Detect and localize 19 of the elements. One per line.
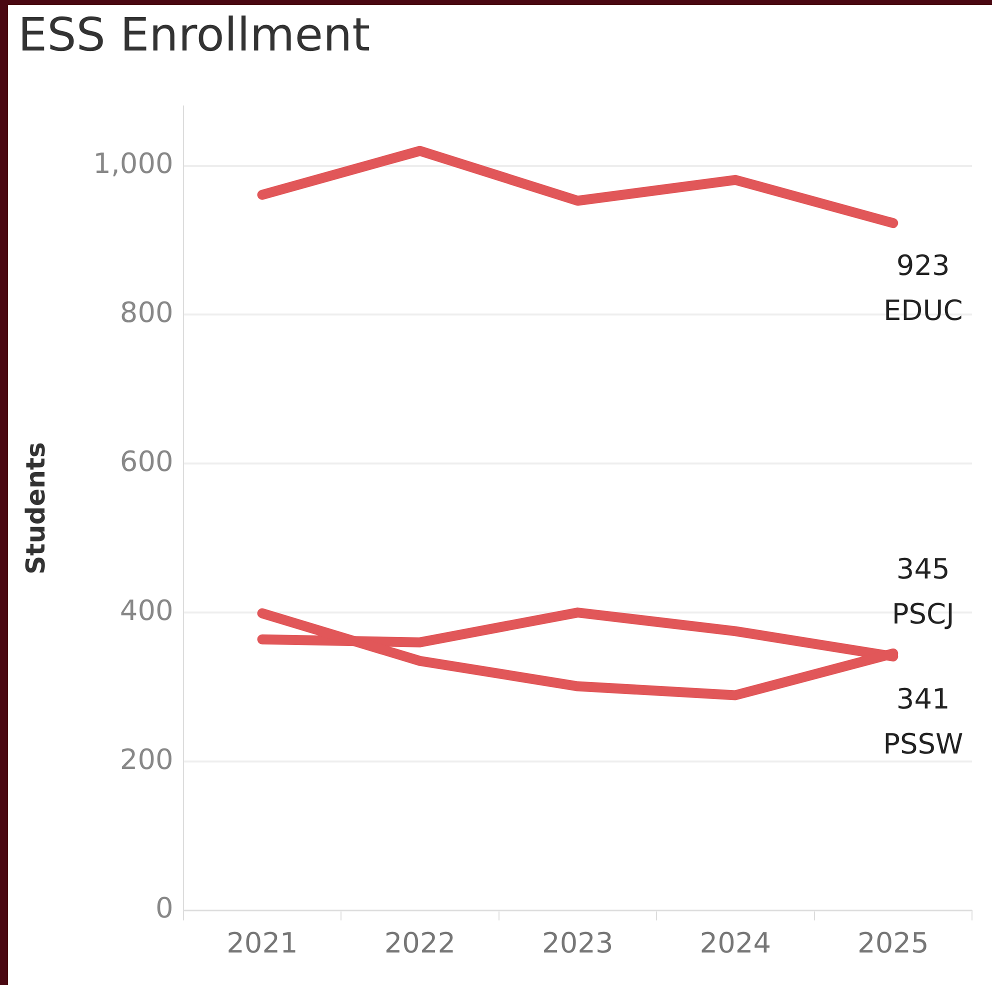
- text: EDUC: [883, 294, 963, 328]
- x-tick-label: 2025: [858, 926, 929, 960]
- chart-title: ESS Enrollment: [18, 8, 370, 62]
- y-tick-label: 800: [120, 296, 174, 329]
- data-label: 923: [896, 249, 950, 282]
- y-tick-label: 200: [120, 742, 174, 776]
- y-tick-label: 1,000: [93, 147, 174, 180]
- y-tick-label: 400: [120, 594, 174, 627]
- x-tick-label: 2024: [700, 926, 772, 960]
- y-axis-title: Students: [21, 442, 52, 574]
- x-tick-label: 2023: [542, 926, 614, 960]
- series-label: PSCJ: [892, 598, 954, 631]
- text: PSSW: [883, 727, 964, 760]
- y-tick-label: 600: [120, 444, 174, 478]
- y-tick-label: 0: [156, 892, 174, 925]
- data-label: 345: [896, 552, 950, 586]
- data-label: 341: [896, 682, 950, 716]
- x-tick-label: 2021: [226, 926, 298, 960]
- x-tick-label: 2022: [384, 926, 456, 960]
